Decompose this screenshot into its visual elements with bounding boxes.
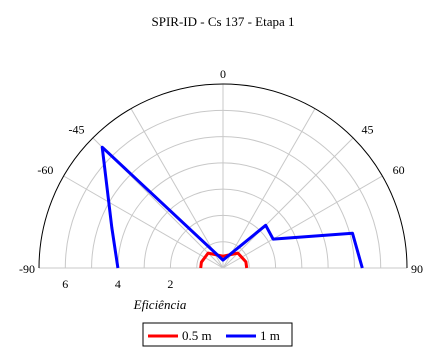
angle-tick-labels: -90 -60 -45 0 45 60 90 <box>19 67 423 276</box>
legend-box <box>142 322 293 347</box>
series-line-0-5-m <box>199 251 249 269</box>
angle-tick-label: -90 <box>19 262 35 276</box>
x-axis-label: Eficiência <box>133 297 187 312</box>
grid-spoke <box>222 175 383 269</box>
legend: 0.5 m 1 m <box>142 322 293 347</box>
angle-tick-label: 90 <box>411 262 423 276</box>
radial-tick-label: 2 <box>167 277 173 291</box>
angle-tick-label: 45 <box>361 123 373 137</box>
legend-label-0-5m: 0.5 m <box>182 328 212 343</box>
series-line-1-m <box>100 145 364 269</box>
grid-spoke <box>222 137 354 269</box>
radial-tick-label: 4 <box>115 277 121 291</box>
radial-tick-labels: 2 4 6 <box>62 277 173 291</box>
angle-tick-label: -45 <box>69 123 85 137</box>
radial-tick-label: 6 <box>62 277 68 291</box>
grid-spoke <box>63 175 224 269</box>
series-lines <box>100 145 364 269</box>
outer-arc <box>38 83 408 269</box>
legend-label-1m: 1 m <box>260 328 280 343</box>
grid-spoke <box>130 108 224 269</box>
polar-grid <box>38 83 408 269</box>
angle-tick-label: 0 <box>220 67 226 81</box>
chart-title: SPIR-ID - Cs 137 - Etapa 1 <box>152 14 295 29</box>
angle-tick-label: -60 <box>37 163 53 177</box>
grid-spoke <box>222 108 316 269</box>
angle-tick-label: 60 <box>393 163 405 177</box>
